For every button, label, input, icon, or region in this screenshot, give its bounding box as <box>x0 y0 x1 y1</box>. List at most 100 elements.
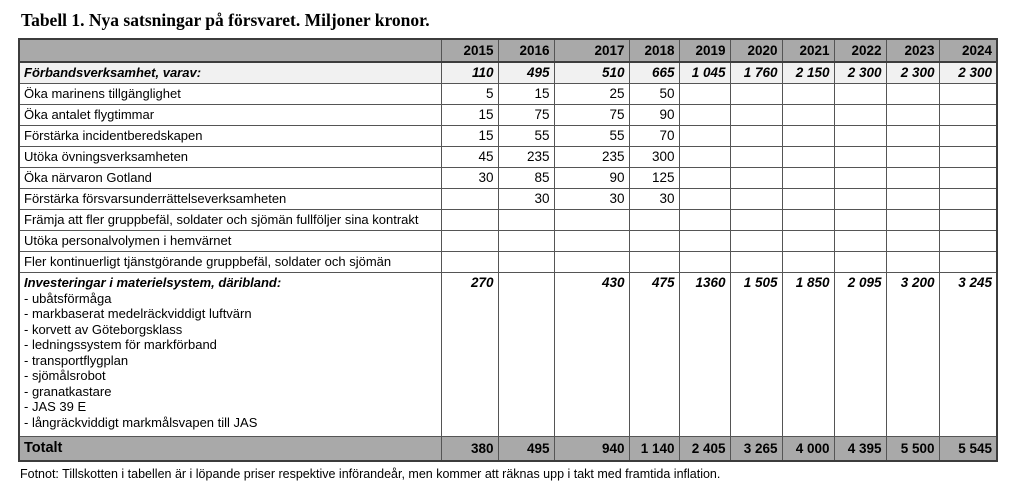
value-cell <box>678 124 731 147</box>
value-cell: 1 505 <box>729 271 783 437</box>
value-cell <box>497 250 555 273</box>
value-cell <box>678 103 731 126</box>
value-cell: 30 <box>497 187 555 210</box>
value-cell <box>729 166 783 189</box>
value-cell: 2 150 <box>781 61 835 84</box>
value-cell <box>678 229 731 252</box>
value-cell <box>497 271 555 437</box>
value-cell: 30 <box>553 187 630 210</box>
table-row-incidentberedskapen: Förstärka incidentberedskapen 15 55 55 7… <box>18 124 998 147</box>
value-cell <box>938 124 998 147</box>
value-cell: 510 <box>553 61 630 84</box>
value-cell: 495 <box>497 61 555 84</box>
value-cell <box>553 229 630 252</box>
table-title: Tabell 1. Nya satsningar på försvaret. M… <box>21 10 430 30</box>
row-label: Öka marinens tillgänglighet <box>18 82 442 105</box>
value-cell: 75 <box>553 103 630 126</box>
value-cell: 30 <box>440 166 499 189</box>
value-cell <box>678 145 731 168</box>
year-header: 2022 <box>833 38 887 63</box>
value-cell <box>938 103 998 126</box>
year-header: 2015 <box>440 38 499 63</box>
value-cell <box>553 250 630 273</box>
year-header: 2020 <box>729 38 783 63</box>
row-label: Förstärka incidentberedskapen <box>18 124 442 147</box>
value-cell: 2 300 <box>833 61 887 84</box>
value-cell <box>628 208 680 231</box>
value-cell <box>678 250 731 273</box>
value-cell <box>938 250 998 273</box>
value-cell <box>729 229 783 252</box>
value-cell: 235 <box>497 145 555 168</box>
value-cell <box>885 82 940 105</box>
value-cell <box>938 82 998 105</box>
value-cell: 50 <box>628 82 680 105</box>
year-header: 2024 <box>938 38 998 63</box>
year-header: 2021 <box>781 38 835 63</box>
value-cell <box>885 187 940 210</box>
value-cell: 430 <box>553 271 630 437</box>
value-cell: 85 <box>497 166 555 189</box>
value-cell: 380 <box>440 436 499 461</box>
materiel-sub-item: - ledningssystem för markförband <box>24 337 217 352</box>
value-cell: 2 095 <box>833 271 887 437</box>
value-cell <box>628 229 680 252</box>
row-label: Förbandsverksamhet, varav: <box>18 61 442 84</box>
value-cell <box>553 208 630 231</box>
value-cell: 3 245 <box>938 271 998 437</box>
table-row-hemvarnet: Utöka personalvolymen i hemvärnet <box>18 229 998 252</box>
value-cell: 45 <box>440 145 499 168</box>
value-cell <box>678 82 731 105</box>
value-cell: 665 <box>628 61 680 84</box>
year-header: 2023 <box>885 38 940 63</box>
value-cell <box>885 208 940 231</box>
value-cell <box>781 145 835 168</box>
row-label: Fler kontinuerligt tjänstgörande gruppbe… <box>18 250 442 273</box>
value-cell <box>729 145 783 168</box>
value-cell: 5 500 <box>885 436 940 461</box>
value-cell: 3 265 <box>729 436 783 461</box>
materiel-sub-item: - långräckviddigt markmålsvapen till JAS <box>24 414 258 430</box>
materiel-section-label: Investeringar i materielsystem, däriblan… <box>24 274 282 290</box>
value-cell: 1 850 <box>781 271 835 437</box>
materiel-sub-item: - granatkastare <box>24 383 112 399</box>
value-cell: 30 <box>628 187 680 210</box>
value-cell <box>833 82 887 105</box>
value-cell <box>833 103 887 126</box>
value-cell <box>440 208 499 231</box>
row-label: Utöka personalvolymen i hemvärnet <box>18 229 442 252</box>
section-row-forbandsverksamhet: Förbandsverksamhet, varav: 110 495 510 6… <box>18 61 998 84</box>
row-label: Öka antalet flygtimmar <box>18 103 442 126</box>
value-cell <box>781 103 835 126</box>
materiel-sub-item: - markbaserat medelräckviddigt luftvärn <box>24 306 252 321</box>
value-cell: 5 <box>440 82 499 105</box>
value-cell <box>781 208 835 231</box>
materiel-sub-item: - sjömålsrobot <box>24 368 106 383</box>
value-cell <box>497 229 555 252</box>
value-cell <box>729 208 783 231</box>
value-cell <box>781 82 835 105</box>
value-cell: 55 <box>553 124 630 147</box>
row-label: Förstärka försvarsunderrättelseverksamhe… <box>18 187 442 210</box>
value-cell <box>729 103 783 126</box>
value-cell: 1360 <box>678 271 731 437</box>
value-cell: 235 <box>553 145 630 168</box>
value-cell <box>885 229 940 252</box>
footnote: Fotnot: Tillskotten i tabellen är i löpa… <box>20 466 721 481</box>
value-cell <box>885 103 940 126</box>
value-cell: 1 760 <box>729 61 783 84</box>
value-cell <box>885 166 940 189</box>
year-header: 2018 <box>628 38 680 63</box>
value-cell <box>938 208 998 231</box>
value-cell: 2 300 <box>938 61 998 84</box>
value-cell: 110 <box>440 61 499 84</box>
table-row-gruppbefal-kontrakt: Främja att fler gruppbefäl, soldater och… <box>18 208 998 231</box>
value-cell <box>729 187 783 210</box>
row-label: Investeringar i materielsystem, däriblan… <box>18 271 442 437</box>
value-cell: 270 <box>440 271 499 437</box>
value-cell <box>781 250 835 273</box>
value-cell <box>440 229 499 252</box>
value-cell <box>833 187 887 210</box>
value-cell: 475 <box>628 271 680 437</box>
